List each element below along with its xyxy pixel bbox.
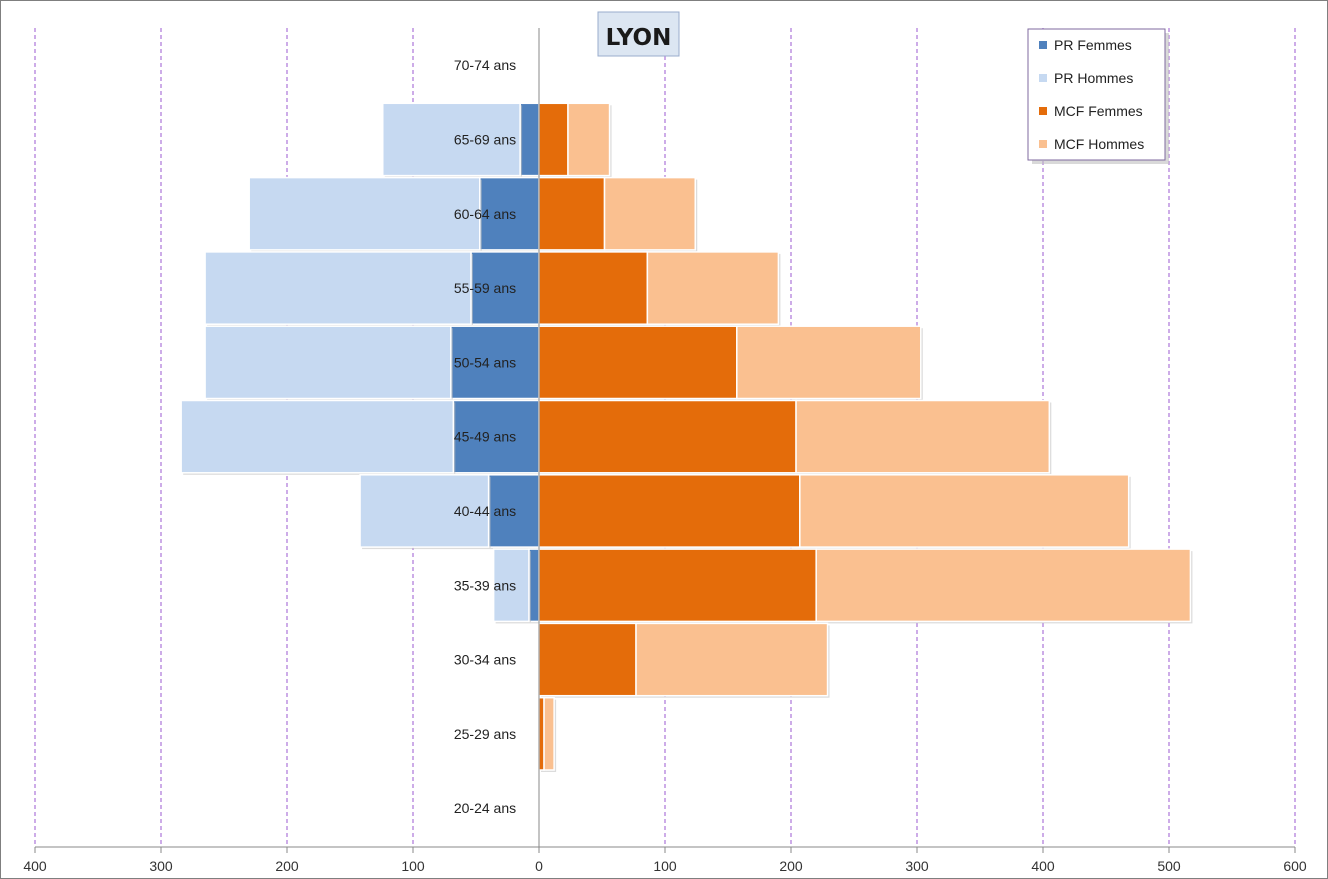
bar bbox=[204, 325, 452, 400]
bar bbox=[450, 325, 540, 400]
x-tick-label: 400 bbox=[23, 858, 47, 874]
bar bbox=[603, 176, 696, 251]
bar bbox=[795, 399, 1051, 474]
bar bbox=[538, 251, 649, 325]
category-label: 45-49 ans bbox=[454, 429, 516, 445]
bar bbox=[736, 325, 922, 400]
chart-title-box bbox=[597, 11, 680, 57]
x-tick-label: 400 bbox=[1031, 858, 1055, 874]
category-label: 55-59 ans bbox=[454, 280, 516, 296]
category-label-layer: 70-74 ans 65-69 ans 60-64 ans 55-59 ans 50-5… bbox=[454, 57, 516, 816]
x-tick-label: 200 bbox=[275, 858, 299, 874]
bar bbox=[635, 622, 829, 697]
x-tick-label: 600 bbox=[1283, 858, 1307, 874]
bar bbox=[382, 102, 521, 177]
category-label: 25-29 ans bbox=[454, 726, 516, 742]
legend-label: MCF Hommes bbox=[1054, 136, 1144, 152]
category-label: 40-44 ans bbox=[454, 503, 516, 519]
bar bbox=[492, 548, 530, 623]
bar bbox=[538, 176, 606, 251]
axis-layer: 400 300 200 100 0 100 200 300 400 500 600 bbox=[23, 28, 1307, 874]
legend-swatch bbox=[1039, 107, 1047, 115]
bar bbox=[538, 548, 817, 623]
legend-box bbox=[1027, 28, 1166, 161]
x-tick-label: 100 bbox=[401, 858, 425, 874]
bar bbox=[538, 622, 637, 697]
bar bbox=[204, 251, 472, 325]
x-tick-label: 300 bbox=[149, 858, 173, 874]
bar bbox=[815, 548, 1192, 623]
bar bbox=[799, 474, 1130, 548]
bar bbox=[538, 696, 545, 771]
legend: PR Femmes PR Hommes MCF Femmes MCF Hommes bbox=[1027, 28, 1169, 164]
category-label: 30-34 ans bbox=[454, 652, 516, 668]
category-label: 20-24 ans bbox=[454, 800, 516, 816]
bar bbox=[248, 176, 481, 251]
legend-swatch bbox=[1039, 41, 1047, 49]
legend-label: MCF Femmes bbox=[1054, 103, 1143, 119]
bar bbox=[538, 399, 797, 474]
x-tick-label: 500 bbox=[1157, 858, 1181, 874]
bar bbox=[538, 474, 801, 548]
bar bbox=[538, 325, 738, 400]
grid-layer bbox=[34, 28, 1296, 847]
category-label: 60-64 ans bbox=[454, 206, 516, 222]
category-label: 65-69 ans bbox=[454, 131, 516, 147]
x-tick-label: 300 bbox=[905, 858, 929, 874]
x-tick-label: 200 bbox=[779, 858, 803, 874]
category-label: 50-54 ans bbox=[454, 354, 516, 370]
legend-label: PR Femmes bbox=[1054, 37, 1132, 53]
bar bbox=[543, 696, 555, 771]
bar bbox=[646, 251, 780, 325]
bar bbox=[567, 102, 611, 177]
bar bbox=[180, 399, 455, 474]
bar bbox=[538, 102, 569, 177]
bar bbox=[452, 399, 540, 474]
x-tick-label: 100 bbox=[653, 858, 677, 874]
x-tick-label: 0 bbox=[535, 858, 543, 874]
chart-title: LYON bbox=[606, 25, 672, 51]
category-label: 70-74 ans bbox=[454, 57, 516, 73]
bar bbox=[519, 102, 540, 177]
chart-title-group: LYON bbox=[597, 11, 680, 57]
category-label: 35-39 ans bbox=[454, 577, 516, 593]
bar-layer bbox=[180, 102, 1193, 772]
bar bbox=[359, 474, 490, 548]
legend-swatch bbox=[1039, 74, 1047, 82]
legend-label: PR Hommes bbox=[1054, 70, 1133, 86]
legend-swatch bbox=[1039, 140, 1047, 148]
